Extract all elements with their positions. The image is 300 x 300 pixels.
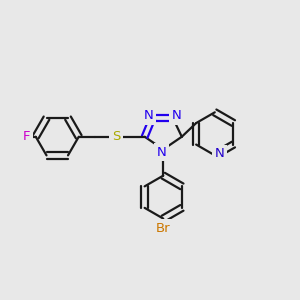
Text: Br: Br xyxy=(156,222,171,235)
Text: S: S xyxy=(112,130,120,143)
Text: N: N xyxy=(157,146,167,159)
Text: F: F xyxy=(23,130,30,143)
Text: N: N xyxy=(214,147,224,160)
Text: N: N xyxy=(172,109,182,122)
Text: N: N xyxy=(144,109,153,122)
